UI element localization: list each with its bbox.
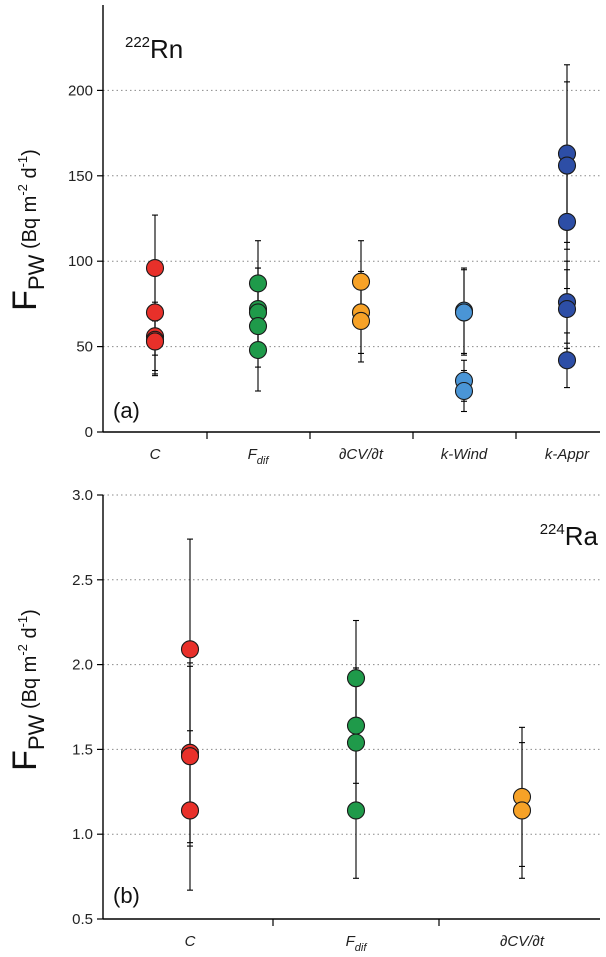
isotope-element: Rn (150, 34, 183, 64)
y-tick-label: 100 (68, 253, 93, 270)
x-category-text: k-Appr (545, 446, 590, 463)
isotope-label: 222Rn (125, 34, 183, 64)
x-category-text: F (346, 933, 356, 950)
isotope-mass: 222 (125, 34, 150, 51)
data-point (180, 747, 200, 766)
data-point (180, 640, 200, 659)
data-point (346, 733, 366, 752)
x-category-text: ∂CV/∂t (500, 933, 545, 950)
y-label-exponent: -2 (15, 644, 30, 656)
y-tick-label: 2.5 (72, 572, 93, 589)
x-category-label: C (185, 933, 196, 950)
y-tick-label: 0 (85, 424, 93, 441)
y-label-main: F (6, 750, 44, 771)
data-point (248, 340, 268, 360)
y-tick-label: 1.5 (72, 741, 93, 758)
panel-label: (b) (113, 883, 140, 908)
x-category-text: C (185, 933, 196, 950)
y-label-exponent: -1 (15, 616, 30, 628)
y-tick-label: 1.0 (72, 826, 93, 843)
x-category-label: C (150, 446, 161, 463)
x-category-text: ∂CV/∂t (339, 446, 384, 463)
y-label-units: d (19, 167, 41, 184)
y-axis-label: FPW (Bq m-2 d-1) (6, 149, 49, 311)
x-category-text: C (150, 446, 161, 463)
y-label-exponent: -2 (15, 184, 30, 196)
data-point (557, 156, 577, 175)
data-point (351, 311, 371, 331)
data-point (248, 317, 268, 336)
isotope-mass: 224 (540, 521, 565, 538)
y-label-units: (Bq m (19, 656, 41, 709)
x-category-text: k-Wind (441, 446, 488, 463)
x-category-subscript: dif (257, 455, 270, 467)
y-axis-label: FPW (Bq m-2 d-1) (6, 609, 49, 771)
isotope-element: Ra (565, 521, 599, 551)
x-category-label: k-Appr (545, 446, 590, 463)
data-point (351, 272, 371, 291)
data-point (454, 381, 474, 401)
y-tick-label: 3.0 (72, 487, 93, 504)
x-category-label: ∂CV/∂t (500, 933, 545, 950)
y-label-main: F (6, 290, 44, 311)
y-label-subscript: PW (24, 254, 49, 290)
data-point (145, 303, 165, 322)
x-category-subscript: dif (355, 942, 368, 954)
panel-label: (a) (113, 398, 140, 423)
data-point (346, 801, 366, 820)
data-point (145, 332, 165, 351)
data-point (180, 801, 200, 820)
y-label-exponent: -1 (15, 156, 30, 168)
x-category-label: Fdif (248, 446, 270, 467)
data-point (346, 669, 366, 688)
data-point (557, 351, 577, 370)
data-point (512, 801, 532, 820)
data-point (557, 299, 577, 319)
y-tick-label: 150 (68, 168, 93, 185)
x-category-text: F (248, 446, 258, 463)
isotope-label: 224Ra (540, 521, 599, 551)
data-point (248, 274, 268, 293)
y-tick-label: 50 (76, 339, 93, 356)
data-point (454, 303, 474, 322)
y-tick-label: 2.0 (72, 657, 93, 674)
y-tick-label: 0.5 (72, 911, 93, 928)
y-label-units: (Bq m (19, 196, 41, 249)
y-label-units: ) (19, 149, 41, 156)
y-tick-label: 200 (68, 82, 93, 99)
y-label-units: ) (19, 609, 41, 616)
data-point (557, 212, 577, 231)
data-point (346, 716, 366, 735)
x-category-label: Fdif (346, 933, 368, 954)
y-label-subscript: PW (24, 714, 49, 750)
data-point (145, 258, 165, 278)
y-label-units: d (19, 627, 41, 644)
x-category-label: k-Wind (441, 446, 488, 463)
x-category-label: ∂CV/∂t (339, 446, 384, 463)
